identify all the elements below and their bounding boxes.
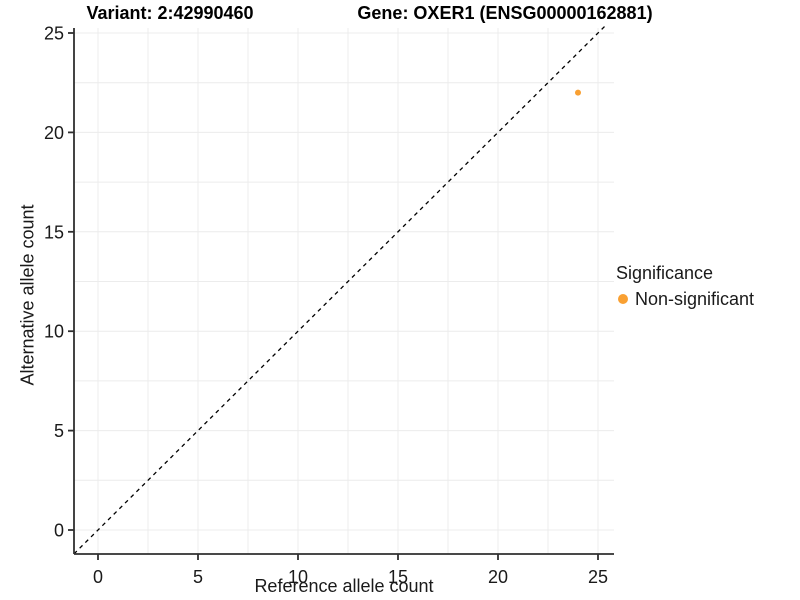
x-tick-label: 5 — [193, 567, 203, 587]
x-tick-label: 0 — [93, 567, 103, 587]
identity-line — [73, 23, 608, 555]
y-tick-label: 15 — [44, 222, 64, 242]
y-tick-label: 25 — [44, 24, 64, 44]
x-axis-title: Reference allele count — [254, 576, 434, 596]
legend-title: Significance — [616, 263, 714, 283]
y-tick-label: 20 — [44, 123, 64, 143]
y-axis-title: Alternative allele count — [17, 204, 38, 386]
x-tick-label: 10 — [288, 567, 308, 587]
legend: Significance Non-significant — [616, 262, 754, 310]
y-tick-label: 10 — [44, 322, 64, 342]
plot-title-gene: Gene: OXER1 (ENSG00000162881) — [357, 3, 653, 23]
plot-title-variant: Variant: 2:42990460 — [86, 3, 254, 23]
y-tick-label: 0 — [54, 521, 64, 541]
x-tick-label: 25 — [588, 567, 608, 587]
legend-swatch-non-significant-icon — [618, 294, 628, 304]
legend-item: Non-significant — [616, 288, 754, 310]
x-tick-label: 20 — [488, 567, 508, 587]
data-point — [575, 89, 581, 96]
y-tick-label: 5 — [54, 421, 64, 441]
legend-item-label: Non-significant — [635, 289, 755, 309]
x-tick-label: 15 — [388, 567, 408, 587]
